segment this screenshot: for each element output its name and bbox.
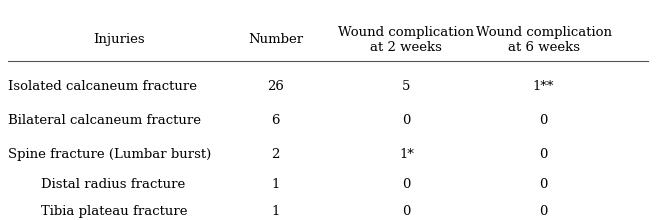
Text: 0: 0 — [539, 178, 548, 191]
Text: Bilateral calcaneum fracture: Bilateral calcaneum fracture — [8, 114, 201, 127]
Text: Wound complication
at 2 weeks: Wound complication at 2 weeks — [338, 26, 474, 54]
Text: Wound complication
at 6 weeks: Wound complication at 6 weeks — [476, 26, 611, 54]
Text: 0: 0 — [402, 205, 411, 218]
Text: 5: 5 — [402, 80, 411, 93]
Text: Number: Number — [248, 33, 303, 46]
Text: 0: 0 — [402, 178, 411, 191]
Text: Spine fracture (Lumbar burst): Spine fracture (Lumbar burst) — [8, 148, 211, 161]
Text: Isolated calcaneum fracture: Isolated calcaneum fracture — [8, 80, 197, 93]
Text: 0: 0 — [539, 148, 548, 161]
Text: 1: 1 — [272, 178, 280, 191]
Text: 6: 6 — [272, 114, 280, 127]
Text: 0: 0 — [402, 114, 411, 127]
Text: 1: 1 — [272, 205, 280, 218]
Text: Tibia plateau fracture: Tibia plateau fracture — [41, 205, 187, 218]
Text: 1*: 1* — [399, 148, 414, 161]
Text: Distal radius fracture: Distal radius fracture — [41, 178, 185, 191]
Text: 0: 0 — [539, 114, 548, 127]
Text: 2: 2 — [272, 148, 280, 161]
Text: 0: 0 — [539, 205, 548, 218]
Text: 26: 26 — [267, 80, 284, 93]
Text: Injuries: Injuries — [93, 33, 145, 46]
Text: 1**: 1** — [533, 80, 554, 93]
